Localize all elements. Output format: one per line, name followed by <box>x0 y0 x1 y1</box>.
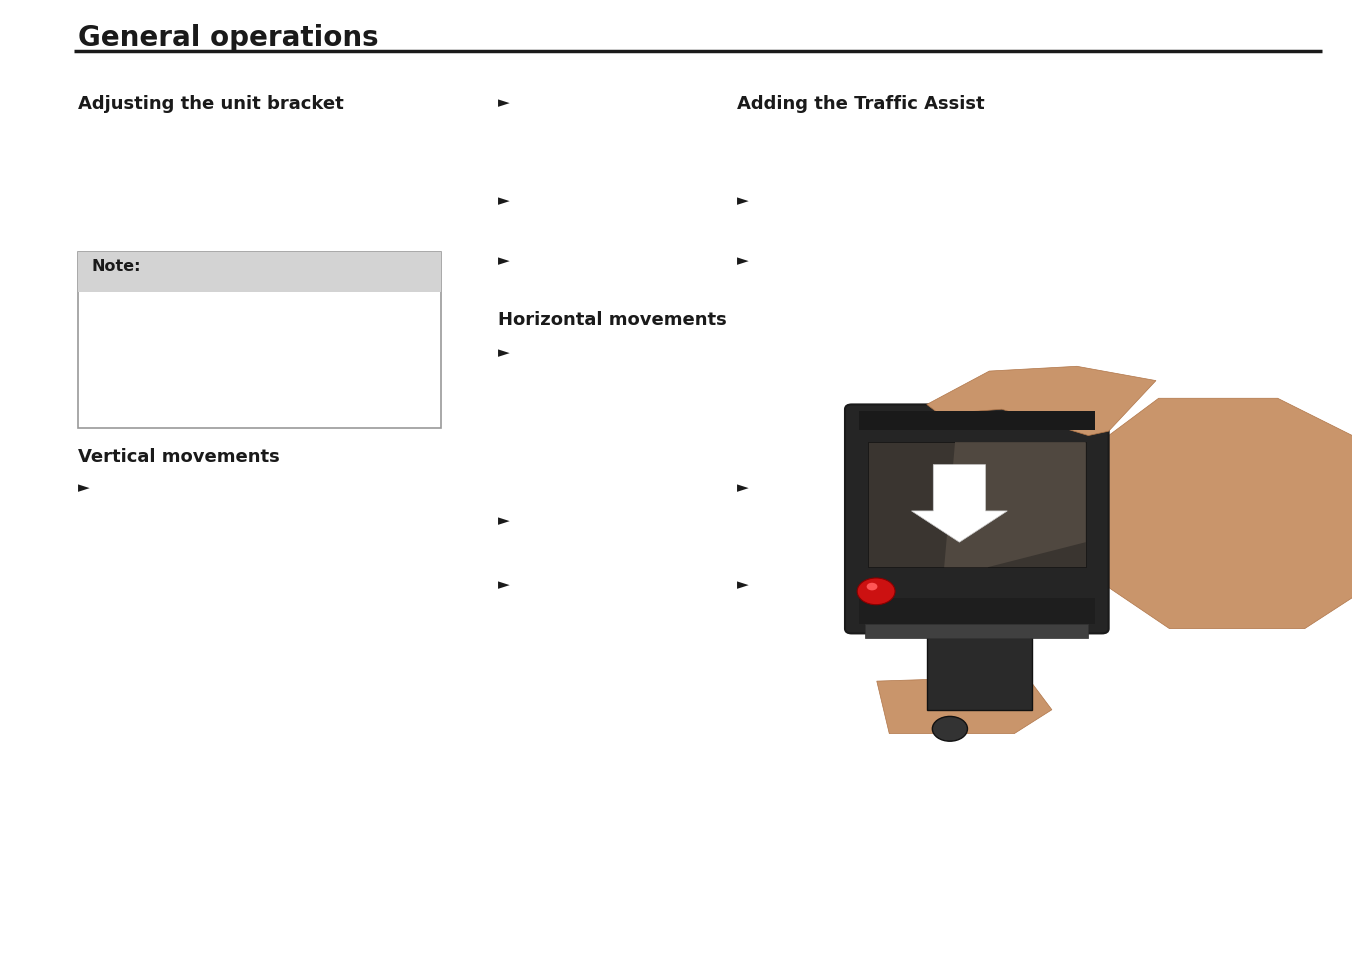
Text: ►: ► <box>498 253 510 268</box>
FancyBboxPatch shape <box>78 253 441 429</box>
Circle shape <box>857 578 895 605</box>
FancyBboxPatch shape <box>859 412 1095 431</box>
Polygon shape <box>911 465 1007 542</box>
Text: ►: ► <box>737 253 749 268</box>
Text: ►: ► <box>78 479 91 495</box>
Text: Adjusting the unit bracket: Adjusting the unit bracket <box>78 95 345 113</box>
FancyBboxPatch shape <box>859 598 1095 624</box>
FancyBboxPatch shape <box>78 253 441 293</box>
Text: Vertical movements: Vertical movements <box>78 448 280 466</box>
Polygon shape <box>876 677 1052 734</box>
FancyBboxPatch shape <box>845 405 1109 634</box>
Text: ►: ► <box>737 577 749 592</box>
Polygon shape <box>1088 398 1352 629</box>
Polygon shape <box>927 367 1156 436</box>
Text: ►: ► <box>498 193 510 208</box>
FancyBboxPatch shape <box>927 629 1032 710</box>
Text: ►: ► <box>498 513 510 528</box>
Circle shape <box>867 583 877 591</box>
Circle shape <box>933 717 968 741</box>
Text: Adding the Traffic Assist: Adding the Traffic Assist <box>737 95 984 113</box>
Text: ►: ► <box>498 577 510 592</box>
Text: Note:: Note: <box>92 258 142 274</box>
Text: ►: ► <box>498 95 510 111</box>
Text: Horizontal movements: Horizontal movements <box>498 311 726 329</box>
Text: ►: ► <box>737 193 749 208</box>
FancyBboxPatch shape <box>865 624 1088 639</box>
Text: General operations: General operations <box>78 24 379 51</box>
Text: ►: ► <box>498 345 510 360</box>
Polygon shape <box>944 442 1086 568</box>
FancyBboxPatch shape <box>868 442 1086 568</box>
Text: ►: ► <box>737 479 749 495</box>
